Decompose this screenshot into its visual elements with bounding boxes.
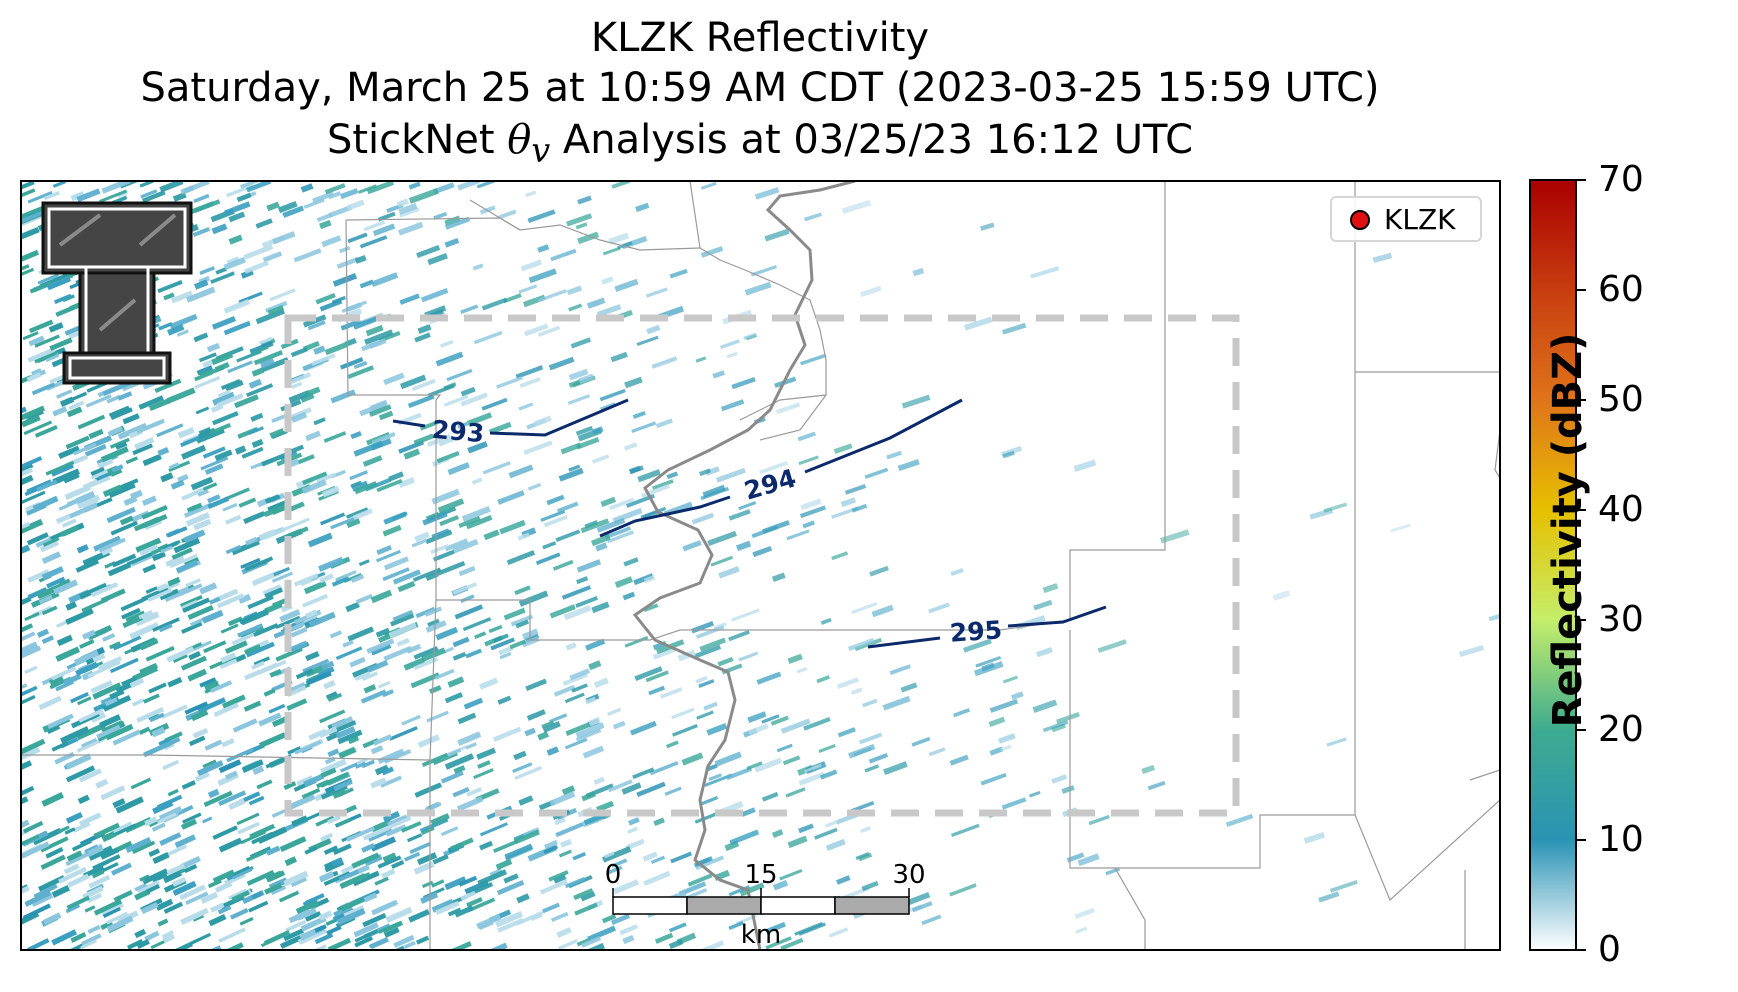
colorbar-tick-label: 70: [1598, 162, 1644, 198]
colorbar-label: Reflectivity (dBZ): [1545, 333, 1591, 728]
colorbar-tick-label: 40: [1598, 492, 1644, 528]
colorbar-tick-label: 10: [1598, 822, 1644, 858]
colorbar-tick-label: 50: [1598, 382, 1644, 418]
colorbar-tick-label: 0: [1598, 932, 1621, 968]
colorbar-tick-label: 20: [1598, 712, 1644, 748]
colorbar-tick-label: 30: [1598, 602, 1644, 638]
colorbar-tick-label: 60: [1598, 272, 1644, 308]
